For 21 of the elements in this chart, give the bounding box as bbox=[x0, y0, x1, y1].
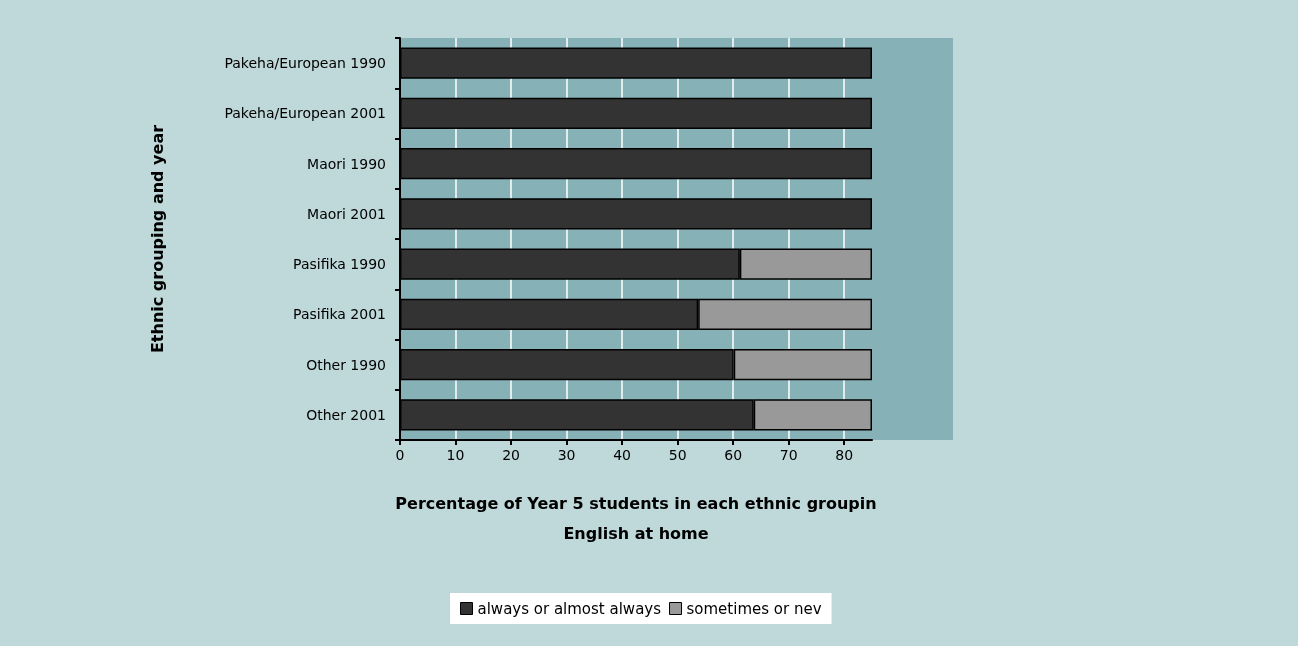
x-tick-label: 0 bbox=[395, 447, 405, 463]
y-tick-label: Pasifika 1990 bbox=[293, 256, 386, 273]
legend-label: sometimes or nev bbox=[686, 599, 822, 618]
x-tick-label: 50 bbox=[668, 447, 687, 463]
x-axis-title: Percentage of Year 5 students in each ethnic groupin English at home bbox=[395, 493, 877, 543]
y-tick-label: Maori 1990 bbox=[307, 155, 386, 172]
y-tick-label: Other 1990 bbox=[306, 356, 386, 373]
x-tick-label: 60 bbox=[724, 447, 743, 463]
y-tick-label: Pakeha/European 1990 bbox=[224, 55, 386, 72]
x-tick-label: 40 bbox=[613, 447, 632, 463]
y-tick-label: Pakeha/European 2001 bbox=[224, 105, 386, 122]
x-tick-label: 10 bbox=[446, 447, 465, 463]
y-axis-title: Ethnic grouping and year bbox=[147, 124, 167, 354]
x-tick-label: 30 bbox=[557, 447, 576, 463]
y-tick-label: Pasifika 2001 bbox=[293, 306, 386, 323]
legend-label: always or almost always bbox=[477, 599, 662, 618]
y-tick-label: Maori 2001 bbox=[307, 205, 386, 222]
x-tick-label: 70 bbox=[779, 447, 798, 463]
y-tick-label: Other 2001 bbox=[306, 406, 386, 423]
x-tick-label: 20 bbox=[502, 447, 520, 463]
x-tick-label: 80 bbox=[835, 447, 854, 463]
